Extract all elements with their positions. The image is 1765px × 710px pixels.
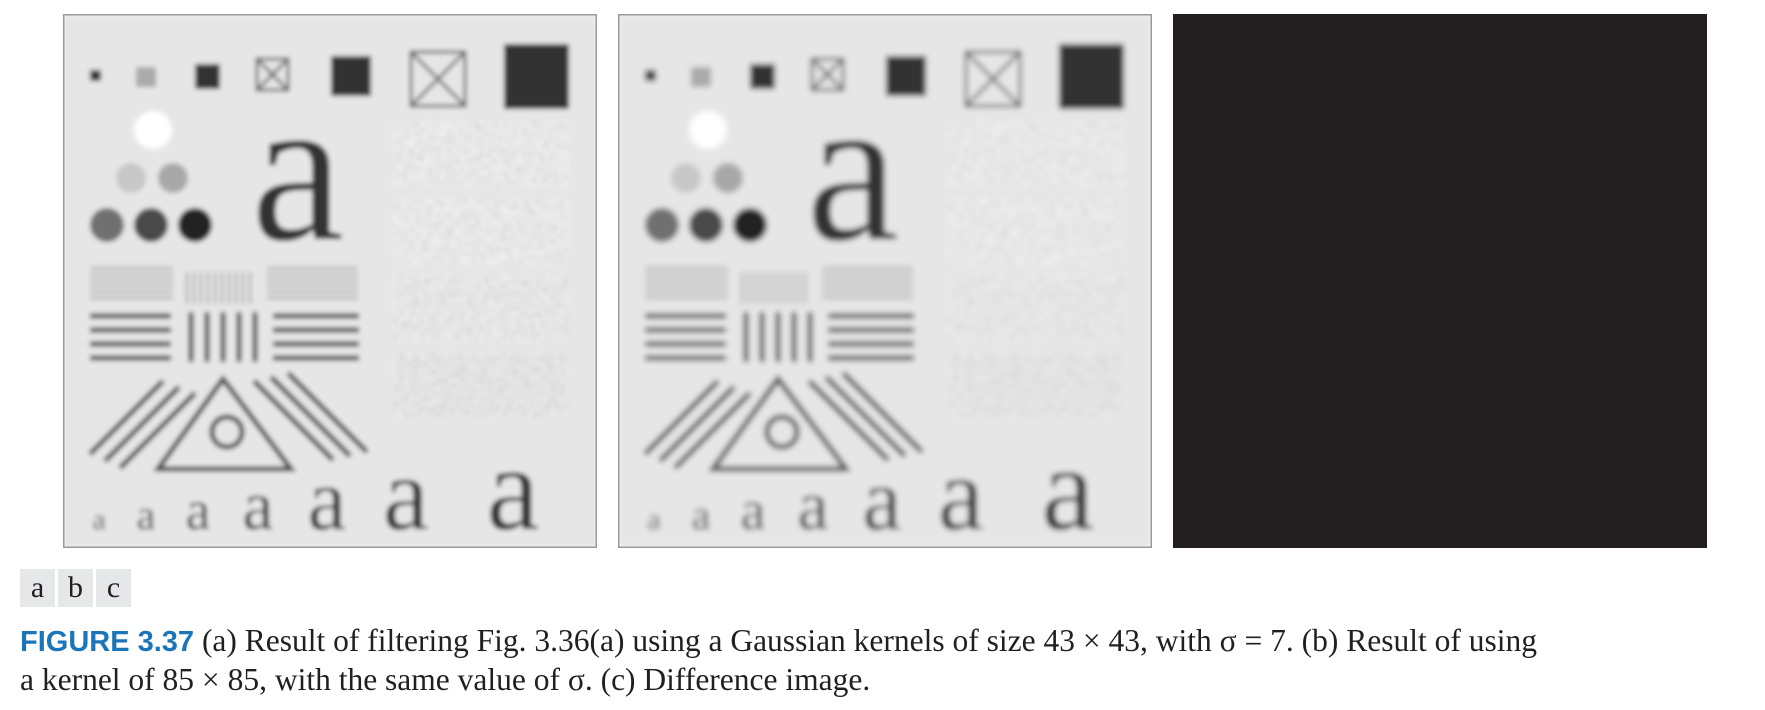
caption-text-1: (a) Result of filtering Fig. 3.36(a) usi… [201,623,1537,658]
panel-label-b: b [58,569,93,607]
figure-caption: FIGURE 3.37 (a) Result of filtering Fig.… [20,622,1760,699]
caption-line-1: FIGURE 3.37 (a) Result of filtering Fig.… [20,622,1760,661]
panel-label-c: c [96,569,131,607]
panel-labels: a b c [20,569,131,607]
figure-label: FIGURE 3.37 [20,626,195,658]
image-panel-b [618,14,1152,548]
caption-line-2: a kernel of 85 × 85, with the same value… [20,662,871,697]
image-panel-a [63,14,597,548]
panel-label-a: a [20,569,55,607]
image-panel-c-difference [1173,14,1707,548]
